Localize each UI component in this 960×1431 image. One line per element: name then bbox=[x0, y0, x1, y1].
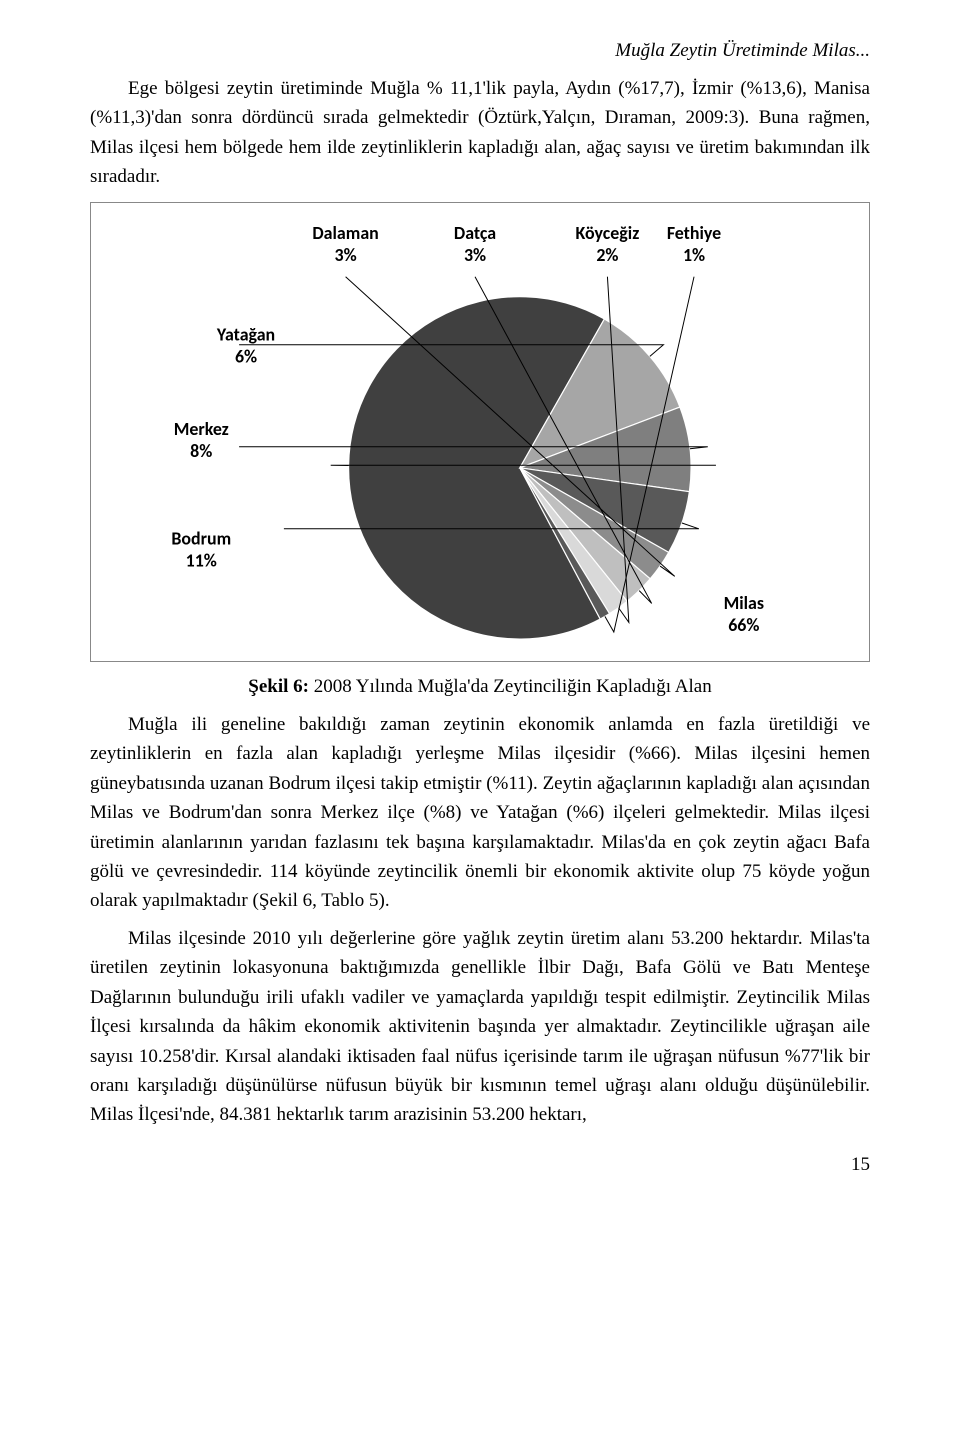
slice-label-datça: Datça bbox=[454, 222, 496, 244]
figure-caption-bold: Şekil 6: bbox=[248, 676, 309, 697]
paragraph-intro: Ege bölgesi zeytin üretiminde Muğla % 11… bbox=[90, 74, 870, 192]
slice-label-yatağan: Yatağan bbox=[216, 323, 275, 345]
slice-percent-bodrum: 11% bbox=[186, 549, 217, 571]
slice-label-bodrum: Bodrum bbox=[171, 527, 231, 549]
paragraph-body-2: Milas ilçesinde 2010 yılı değerlerine gö… bbox=[90, 924, 870, 1130]
slice-percent-datça: 3% bbox=[464, 244, 486, 266]
slice-percent-dalaman: 3% bbox=[335, 244, 357, 266]
slice-percent-fethiye: 1% bbox=[683, 244, 705, 266]
slice-label-dalaman: Dalaman bbox=[312, 222, 378, 244]
figure-caption: Şekil 6: 2008 Yılında Muğla'da Zeytincil… bbox=[90, 676, 870, 698]
slice-label-köyceğiz: Köyceğiz bbox=[576, 222, 640, 244]
running-title: Muğla Zeytin Üretiminde Milas... bbox=[90, 40, 870, 62]
figure-caption-text: 2008 Yılında Muğla'da Zeytinciliğin Kapl… bbox=[309, 676, 712, 697]
slice-label-milas: Milas bbox=[724, 592, 764, 614]
slice-label-fethiye: Fethiye bbox=[667, 222, 721, 244]
slice-percent-köyceğiz: 2% bbox=[596, 244, 618, 266]
slice-percent-yatağan: 6% bbox=[235, 345, 257, 367]
slice-percent-milas: 66% bbox=[728, 614, 759, 636]
paragraph-body-1: Muğla ili geneline bakıldığı zaman zeyti… bbox=[90, 710, 870, 916]
pie-chart-svg: Milas66% Bodrum11% Merkez8% Yatağan6% Dalama… bbox=[101, 211, 859, 653]
slice-percent-merkez: 8% bbox=[190, 440, 212, 462]
pie-chart-figure: Milas66% Bodrum11% Merkez8% Yatağan6% Dalama… bbox=[90, 202, 870, 662]
slice-label-merkez: Merkez bbox=[174, 418, 229, 440]
page-number: 15 bbox=[90, 1154, 870, 1176]
